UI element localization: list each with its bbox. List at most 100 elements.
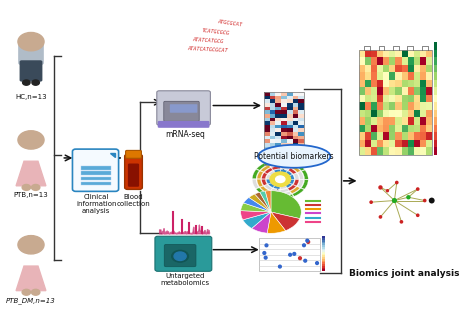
Point (393, 180, 401, 185)
Wedge shape (285, 176, 290, 179)
Bar (434, 147, 437, 155)
FancyBboxPatch shape (81, 171, 111, 175)
Wedge shape (266, 179, 271, 184)
Wedge shape (262, 179, 267, 186)
Wedge shape (280, 186, 287, 189)
Text: ATGCGCAT: ATGCGCAT (218, 19, 243, 28)
Wedge shape (244, 197, 271, 212)
Text: ATATCATGCG: ATATCATGCG (192, 37, 223, 44)
FancyBboxPatch shape (81, 166, 111, 170)
Ellipse shape (258, 145, 330, 168)
Wedge shape (256, 188, 267, 196)
Bar (322, 269, 325, 271)
Circle shape (174, 252, 186, 261)
Wedge shape (289, 180, 294, 184)
Bar (322, 240, 325, 242)
Wedge shape (257, 179, 263, 187)
Bar (322, 252, 325, 254)
Wedge shape (241, 211, 271, 220)
Bar (434, 79, 437, 87)
FancyBboxPatch shape (125, 154, 142, 190)
Wedge shape (272, 181, 277, 185)
Bar (322, 255, 325, 257)
Point (391, 198, 398, 203)
Wedge shape (264, 168, 273, 174)
Wedge shape (252, 212, 271, 233)
Point (377, 185, 384, 190)
Circle shape (18, 33, 44, 51)
Bar (322, 264, 325, 266)
Wedge shape (293, 173, 299, 179)
Circle shape (275, 176, 285, 183)
Wedge shape (273, 174, 277, 177)
Wedge shape (241, 203, 271, 212)
Bar (434, 139, 437, 147)
Point (377, 214, 384, 219)
Wedge shape (260, 191, 271, 212)
Bar (434, 72, 437, 80)
Bar (434, 109, 437, 117)
Circle shape (172, 250, 189, 262)
Text: PTB_DM,n=13: PTB_DM,n=13 (6, 297, 56, 304)
Bar (322, 245, 325, 247)
Wedge shape (283, 174, 288, 177)
FancyBboxPatch shape (157, 91, 210, 125)
Point (414, 213, 421, 218)
Bar (434, 124, 437, 132)
Point (262, 255, 269, 260)
Text: Untargeted
metabolomics: Untargeted metabolomics (160, 273, 210, 286)
Wedge shape (293, 163, 304, 171)
Wedge shape (264, 185, 273, 190)
Bar (322, 262, 325, 264)
Wedge shape (301, 170, 308, 179)
Text: Blood
collection: Blood collection (117, 194, 150, 207)
Circle shape (18, 131, 44, 149)
FancyBboxPatch shape (128, 164, 139, 187)
Wedge shape (276, 173, 280, 176)
FancyBboxPatch shape (73, 149, 118, 191)
Wedge shape (288, 185, 296, 190)
Wedge shape (285, 179, 290, 183)
Wedge shape (281, 173, 285, 176)
Wedge shape (268, 183, 275, 188)
Point (301, 258, 309, 263)
Wedge shape (293, 180, 299, 186)
Wedge shape (280, 191, 291, 196)
Wedge shape (271, 191, 301, 218)
Wedge shape (249, 194, 271, 212)
Point (414, 187, 421, 192)
Wedge shape (269, 191, 280, 196)
Bar (322, 250, 325, 252)
Wedge shape (252, 179, 259, 189)
Bar (322, 238, 325, 240)
Bar (322, 261, 325, 262)
Bar (434, 87, 437, 95)
Text: TCATGCGCG: TCATGCGCG (201, 28, 229, 36)
Wedge shape (243, 212, 271, 228)
Bar (322, 257, 325, 259)
Point (367, 200, 375, 205)
Bar (434, 102, 437, 110)
Wedge shape (281, 163, 292, 167)
Bar (322, 267, 325, 269)
Wedge shape (271, 179, 275, 182)
Wedge shape (271, 176, 275, 179)
Wedge shape (280, 183, 285, 186)
Point (421, 198, 428, 203)
Point (263, 243, 270, 248)
Point (261, 250, 268, 256)
FancyBboxPatch shape (126, 150, 141, 158)
FancyBboxPatch shape (81, 182, 111, 186)
Polygon shape (16, 161, 46, 186)
Point (300, 243, 308, 248)
Wedge shape (291, 165, 301, 172)
Wedge shape (283, 181, 288, 185)
Wedge shape (261, 165, 271, 172)
Bar (322, 266, 325, 267)
Text: PTB,n=13: PTB,n=13 (14, 192, 48, 198)
Bar (359, 50, 432, 155)
FancyBboxPatch shape (170, 104, 197, 113)
Wedge shape (267, 160, 280, 164)
Wedge shape (272, 166, 280, 170)
Text: Clinical
information
analysis: Clinical information analysis (76, 194, 117, 214)
